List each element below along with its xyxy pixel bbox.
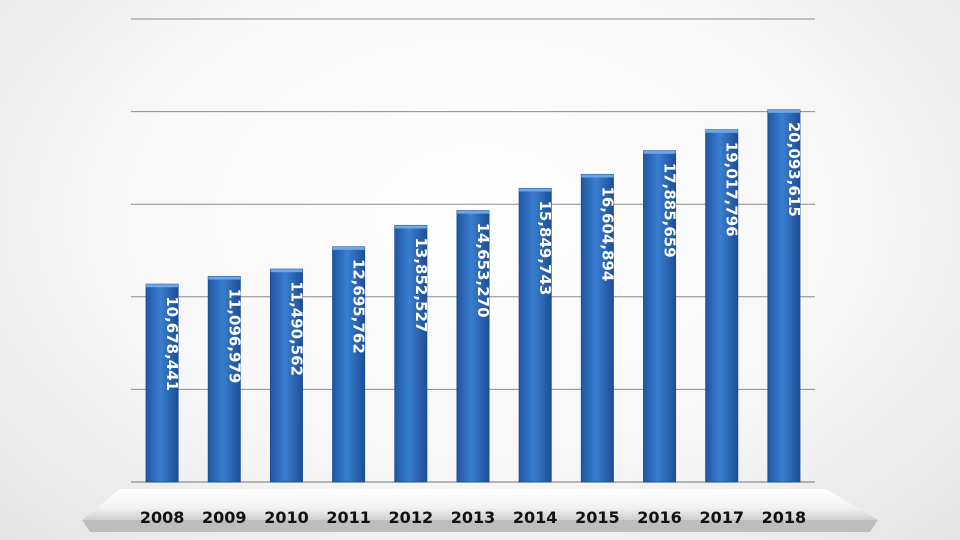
bar-top-highlight: [332, 246, 365, 250]
data-label: 13,852,527: [412, 237, 430, 332]
x-tick-label: 2010: [264, 508, 309, 527]
bar-2018: [767, 109, 801, 483]
x-tick-label: 2017: [699, 508, 744, 527]
bar-2012: [394, 224, 428, 483]
data-label: 10,678,441: [163, 296, 181, 391]
data-label: 15,849,743: [536, 200, 554, 295]
bar-top-highlight: [457, 210, 489, 214]
bar-top-highlight: [581, 174, 614, 178]
bar-2008: [145, 283, 179, 483]
bar-top-highlight: [767, 109, 800, 113]
x-tick-label: 2016: [637, 508, 682, 527]
bar-top-highlight: [643, 150, 676, 154]
data-label: 17,885,659: [661, 163, 679, 258]
data-label: 20,093,615: [785, 122, 803, 217]
bar-top-highlight: [394, 225, 427, 229]
data-label: 14,653,270: [474, 223, 492, 318]
bar-top-highlight: [208, 276, 241, 280]
bar-top-highlight: [146, 284, 179, 288]
x-tick-label: 2018: [762, 508, 807, 527]
x-tick-label: 2008: [140, 508, 185, 527]
bar-2014: [518, 187, 552, 483]
x-tick-label: 2009: [202, 508, 247, 527]
x-tick-label: 2012: [389, 508, 434, 527]
data-label: 11,490,562: [287, 281, 305, 376]
x-tick-label: 2011: [326, 508, 371, 527]
data-label: 19,017,796: [723, 142, 741, 237]
bar-top-highlight: [705, 129, 738, 133]
x-axis-ticks: 2008 2009 2010 2011 2012 2013 2014 2015 2016 2017…: [140, 508, 806, 527]
bars: [145, 109, 801, 483]
bar-2011: [332, 246, 366, 483]
x-tick-label: 2014: [513, 508, 558, 527]
data-label: 12,695,762: [350, 259, 368, 354]
bar-2009: [207, 275, 241, 483]
bar-2010: [269, 268, 303, 483]
data-label: 16,604,894: [598, 186, 616, 281]
bar-top-highlight: [519, 188, 552, 192]
axis-platform: [82, 489, 878, 532]
x-tick-label: 2015: [575, 508, 620, 527]
data-label: 11,096,979: [225, 288, 243, 383]
data-labels: 10,678,441 11,096,979 11,490,562 12,695,762…: [163, 122, 803, 391]
x-tick-label: 2013: [451, 508, 496, 527]
bar-top-highlight: [270, 269, 303, 273]
bar-2017: [705, 129, 739, 483]
